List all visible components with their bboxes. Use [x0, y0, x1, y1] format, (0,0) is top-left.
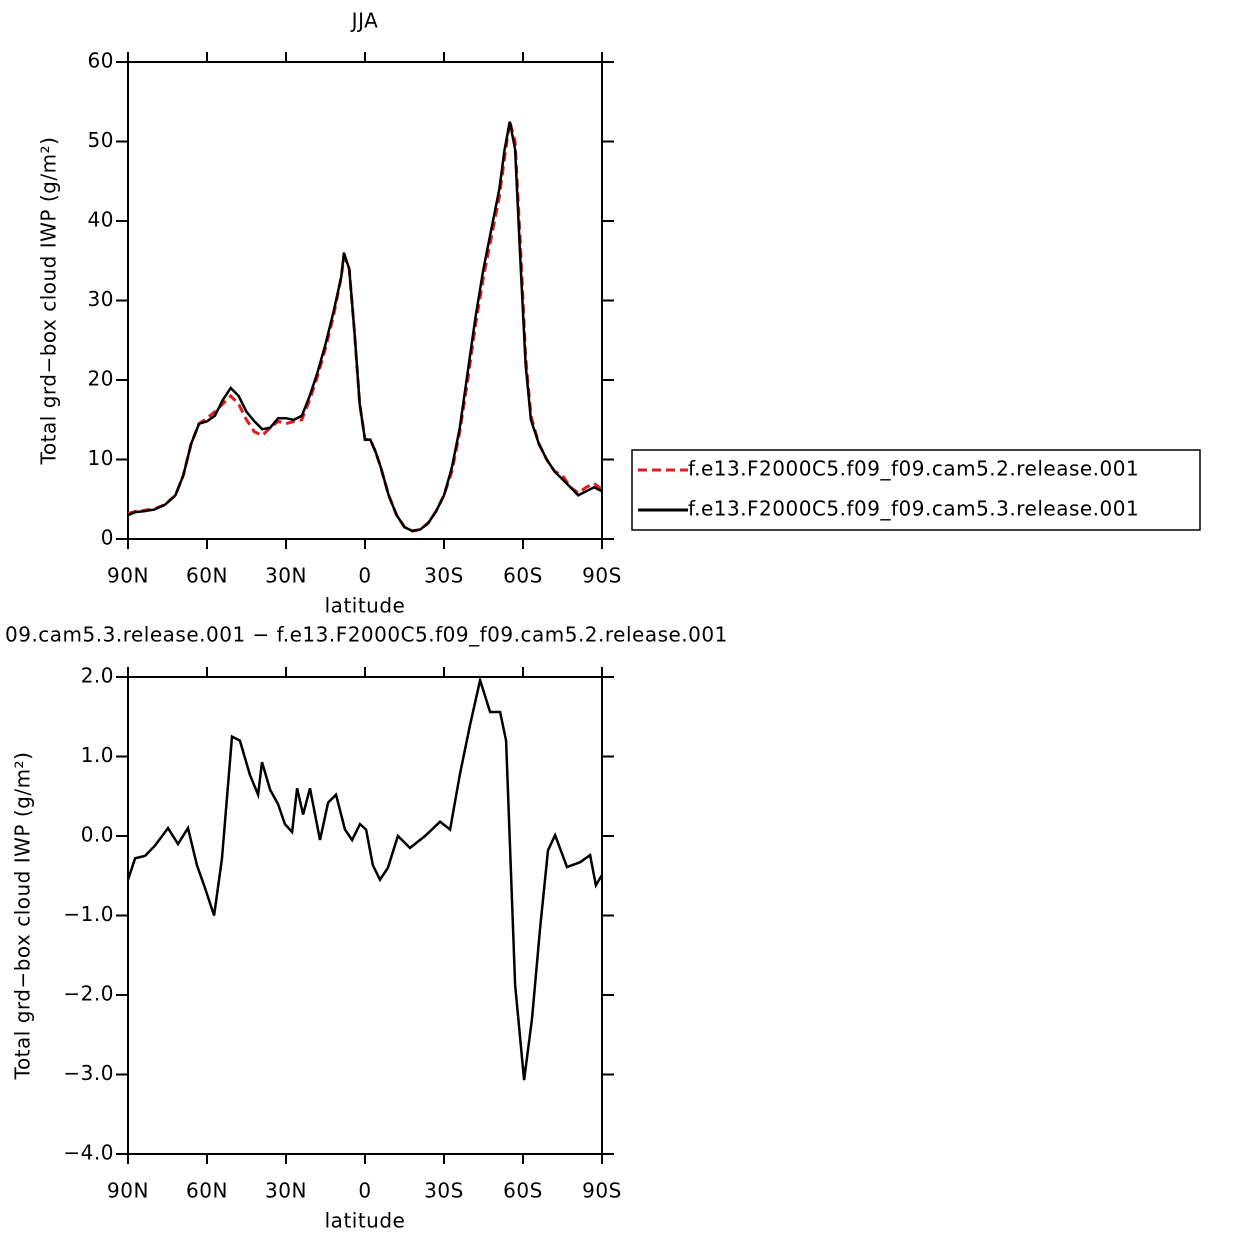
x-tick-label: 30S: [424, 564, 464, 588]
x-tick-label: 60S: [503, 1179, 543, 1203]
y-tick-label: 40: [88, 208, 114, 232]
x-tick-label: 30N: [265, 1179, 307, 1203]
x-axis-label: latitude: [325, 594, 406, 618]
legend-label: f.e13.F2000C5.f09_f09.cam5.3.release.001: [688, 497, 1139, 521]
y-tick-label: −3.0: [63, 1061, 114, 1085]
plot-frame: [127, 676, 603, 1155]
x-tick-label: 90N: [107, 1179, 149, 1203]
x-tick-label: 60S: [503, 564, 543, 588]
plot-frame: [127, 61, 603, 540]
x-tick-label: 60N: [186, 1179, 228, 1203]
chart-title: JJA: [350, 9, 379, 33]
x-tick-label: 90S: [582, 564, 622, 588]
y-tick-label: 50: [88, 128, 114, 152]
x-tick-label: 90S: [582, 1179, 622, 1203]
data-line: [127, 121, 603, 533]
y-tick-label: 0.0: [81, 823, 114, 847]
legend-box: [631, 449, 1201, 531]
y-tick-label: 1.0: [81, 743, 114, 767]
x-tick-label: 30S: [424, 1179, 464, 1203]
x-tick-label: 90N: [107, 564, 149, 588]
x-tick-label: 30N: [265, 564, 307, 588]
chart-title: 09.cam5.3.release.001 − f.e13.F2000C5.f0…: [5, 623, 728, 647]
data-line: [126, 675, 604, 1081]
y-tick-label: 60: [88, 49, 114, 73]
y-tick-label: −2.0: [63, 982, 114, 1006]
y-tick-label: −4.0: [63, 1141, 114, 1165]
y-tick-label: 10: [88, 446, 114, 470]
x-tick-label: 0: [358, 1179, 371, 1203]
y-tick-label: 2.0: [81, 664, 114, 688]
y-tick-label: 20: [88, 367, 114, 391]
y-tick-label: 30: [88, 287, 114, 311]
y-tick-label: 0: [101, 526, 114, 550]
x-tick-label: 0: [358, 564, 371, 588]
y-axis-label: Total grd−box cloud IWP (g/m²): [37, 137, 61, 466]
x-axis-label: latitude: [325, 1209, 406, 1233]
x-tick-label: 60N: [186, 564, 228, 588]
y-tick-label: −1.0: [63, 902, 114, 926]
y-axis-label: Total grd−box cloud IWP (g/m²): [11, 752, 35, 1081]
data-line: [127, 121, 603, 533]
legend-label: f.e13.F2000C5.f09_f09.cam5.2.release.001: [688, 457, 1139, 481]
